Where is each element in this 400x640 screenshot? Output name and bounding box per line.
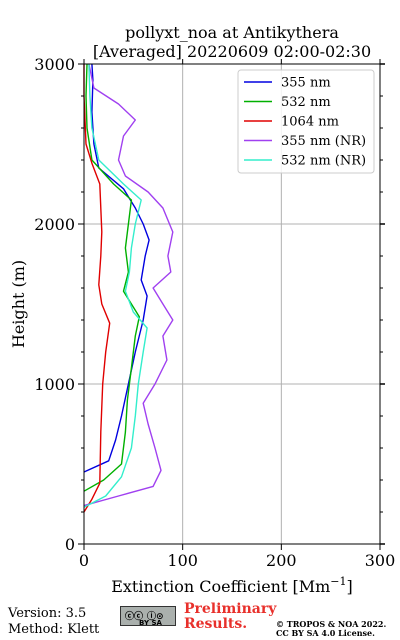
cc-badge-text: BY SA: [139, 619, 162, 627]
series-line-1: [83, 63, 140, 492]
x-tick-label: 0: [79, 551, 89, 570]
prelim-line1: Preliminary: [184, 601, 277, 617]
copyright-line2: CC BY SA 4.0 License.: [276, 628, 375, 638]
legend-label-4: 532 nm (NR): [281, 154, 366, 169]
series-line-3: [83, 63, 174, 507]
legend: 355 nm 532 nm 1064 nm 355 nm (NR) 532 nm (NR…: [237, 69, 375, 174]
y-tick-label: 2000: [34, 215, 75, 234]
series-line-0: [83, 63, 150, 473]
legend-label-3: 355 nm (NR): [281, 134, 366, 149]
legend-label-2: 1064 nm: [281, 115, 339, 130]
cc-license-badge: ⓒⓒ ⓘ⊙ BY SA: [120, 606, 176, 627]
by-sa-icon: ⓘ⊙: [147, 612, 164, 622]
x-axis-label: Extinction Coefficient [Mm−1]: [111, 575, 353, 596]
chart-title-line1: pollyxt_noa at Antikythera: [125, 23, 339, 42]
x-tick-label: 100: [167, 551, 198, 570]
series-line-4: [83, 63, 148, 508]
cc-icon: ⓒⓒ: [125, 612, 144, 622]
copyright-notice: © TROPOS & NOA 2022. CC BY SA 4.0 Licens…: [276, 620, 386, 638]
series-lines: [83, 63, 174, 513]
version-info: Version: 3.5 Method: Klett: [8, 606, 99, 638]
chart-title-line2: [Averaged] 20220609 02:00-02:30: [93, 42, 371, 61]
legend-label-1: 532 nm: [281, 95, 331, 110]
legend-box: [237, 69, 375, 174]
y-tick-label: 0: [65, 535, 75, 554]
version-text: Version: 3.5: [8, 606, 87, 621]
plot-frame: [83, 63, 381, 545]
y-tick-label: 1000: [34, 375, 75, 394]
x-tick-label: 300: [365, 551, 396, 570]
legend-label-0: 355 nm: [281, 76, 331, 91]
y-tick-label: 3000: [34, 55, 75, 74]
preliminary-notice: Preliminary Results.: [184, 602, 276, 632]
y-axis-label: Height (m): [9, 260, 28, 348]
copyright-line1: © TROPOS & NOA 2022.: [276, 619, 387, 629]
series-line-2: [83, 64, 111, 513]
prelim-line2: Results.: [184, 616, 248, 632]
x-tick-label: 200: [266, 551, 297, 570]
method-text: Method: Klett: [8, 622, 100, 637]
